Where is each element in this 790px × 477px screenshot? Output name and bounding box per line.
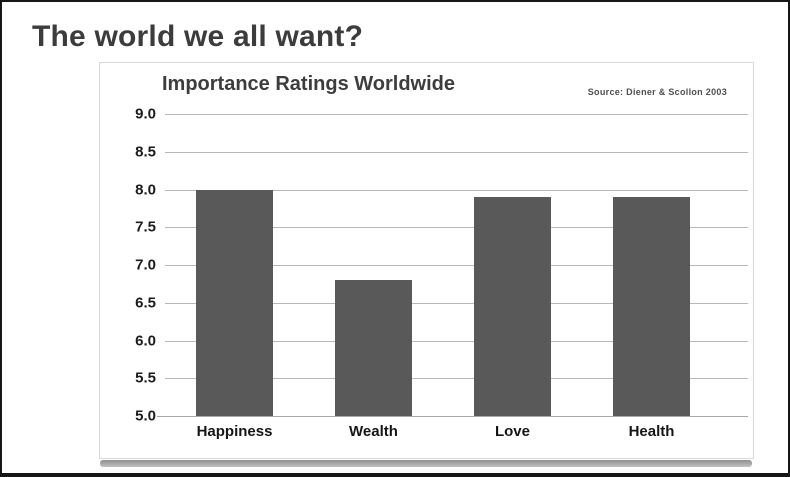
gridline [165,302,748,304]
x-axis-label-love: Love [494,423,530,440]
bar-band [165,114,304,416]
y-tick-label: 6.5 [135,294,156,312]
slide-title: The world we all want? [32,20,364,53]
chart-source-note: Source: Diener & Scollon 2003 [587,87,727,97]
y-tick-label: 6.0 [135,332,156,349]
gridline [165,227,748,229]
chart-panel: Importance Ratings Worldwide Source: Die… [99,62,754,459]
chart-title: Importance Ratings Worldwide [162,73,455,95]
bars-group [165,114,721,416]
gridline [157,416,748,417]
y-tick-label: 7.0 [135,256,156,274]
y-tick-label: 8.0 [135,181,156,198]
y-tick-label: 5.0 [135,407,156,425]
plot-area [157,114,748,417]
bar-band [304,114,443,416]
x-axis-label-wealth: Wealth [349,423,398,440]
bar-wealth [335,280,412,416]
y-tick-label: 8.5 [135,143,156,161]
y-tick-label: 9.0 [135,105,156,123]
gridline [165,340,748,342]
y-tick-label: 5.5 [135,369,156,387]
y-tick-label: 7.5 [135,218,156,236]
bar-happiness [196,189,273,416]
gridline [165,114,748,115]
gridline [165,265,748,266]
gridline [165,151,748,153]
x-axis-label-health: Health [628,423,675,440]
y-axis-labels: 9.0 8.5 8.0 7.5 7.0 6.5 6.0 5.5 5.0 [100,106,156,425]
x-axis-label-happiness: Happiness [196,423,273,440]
bar-love [474,197,551,416]
gridline [165,189,748,191]
panel-shadow [100,460,752,467]
x-axis-labels: Happiness Wealth Love Health [165,423,721,440]
bar-health [613,197,690,416]
bar-band [443,114,582,416]
gridline [165,378,748,380]
bar-band [582,114,721,416]
